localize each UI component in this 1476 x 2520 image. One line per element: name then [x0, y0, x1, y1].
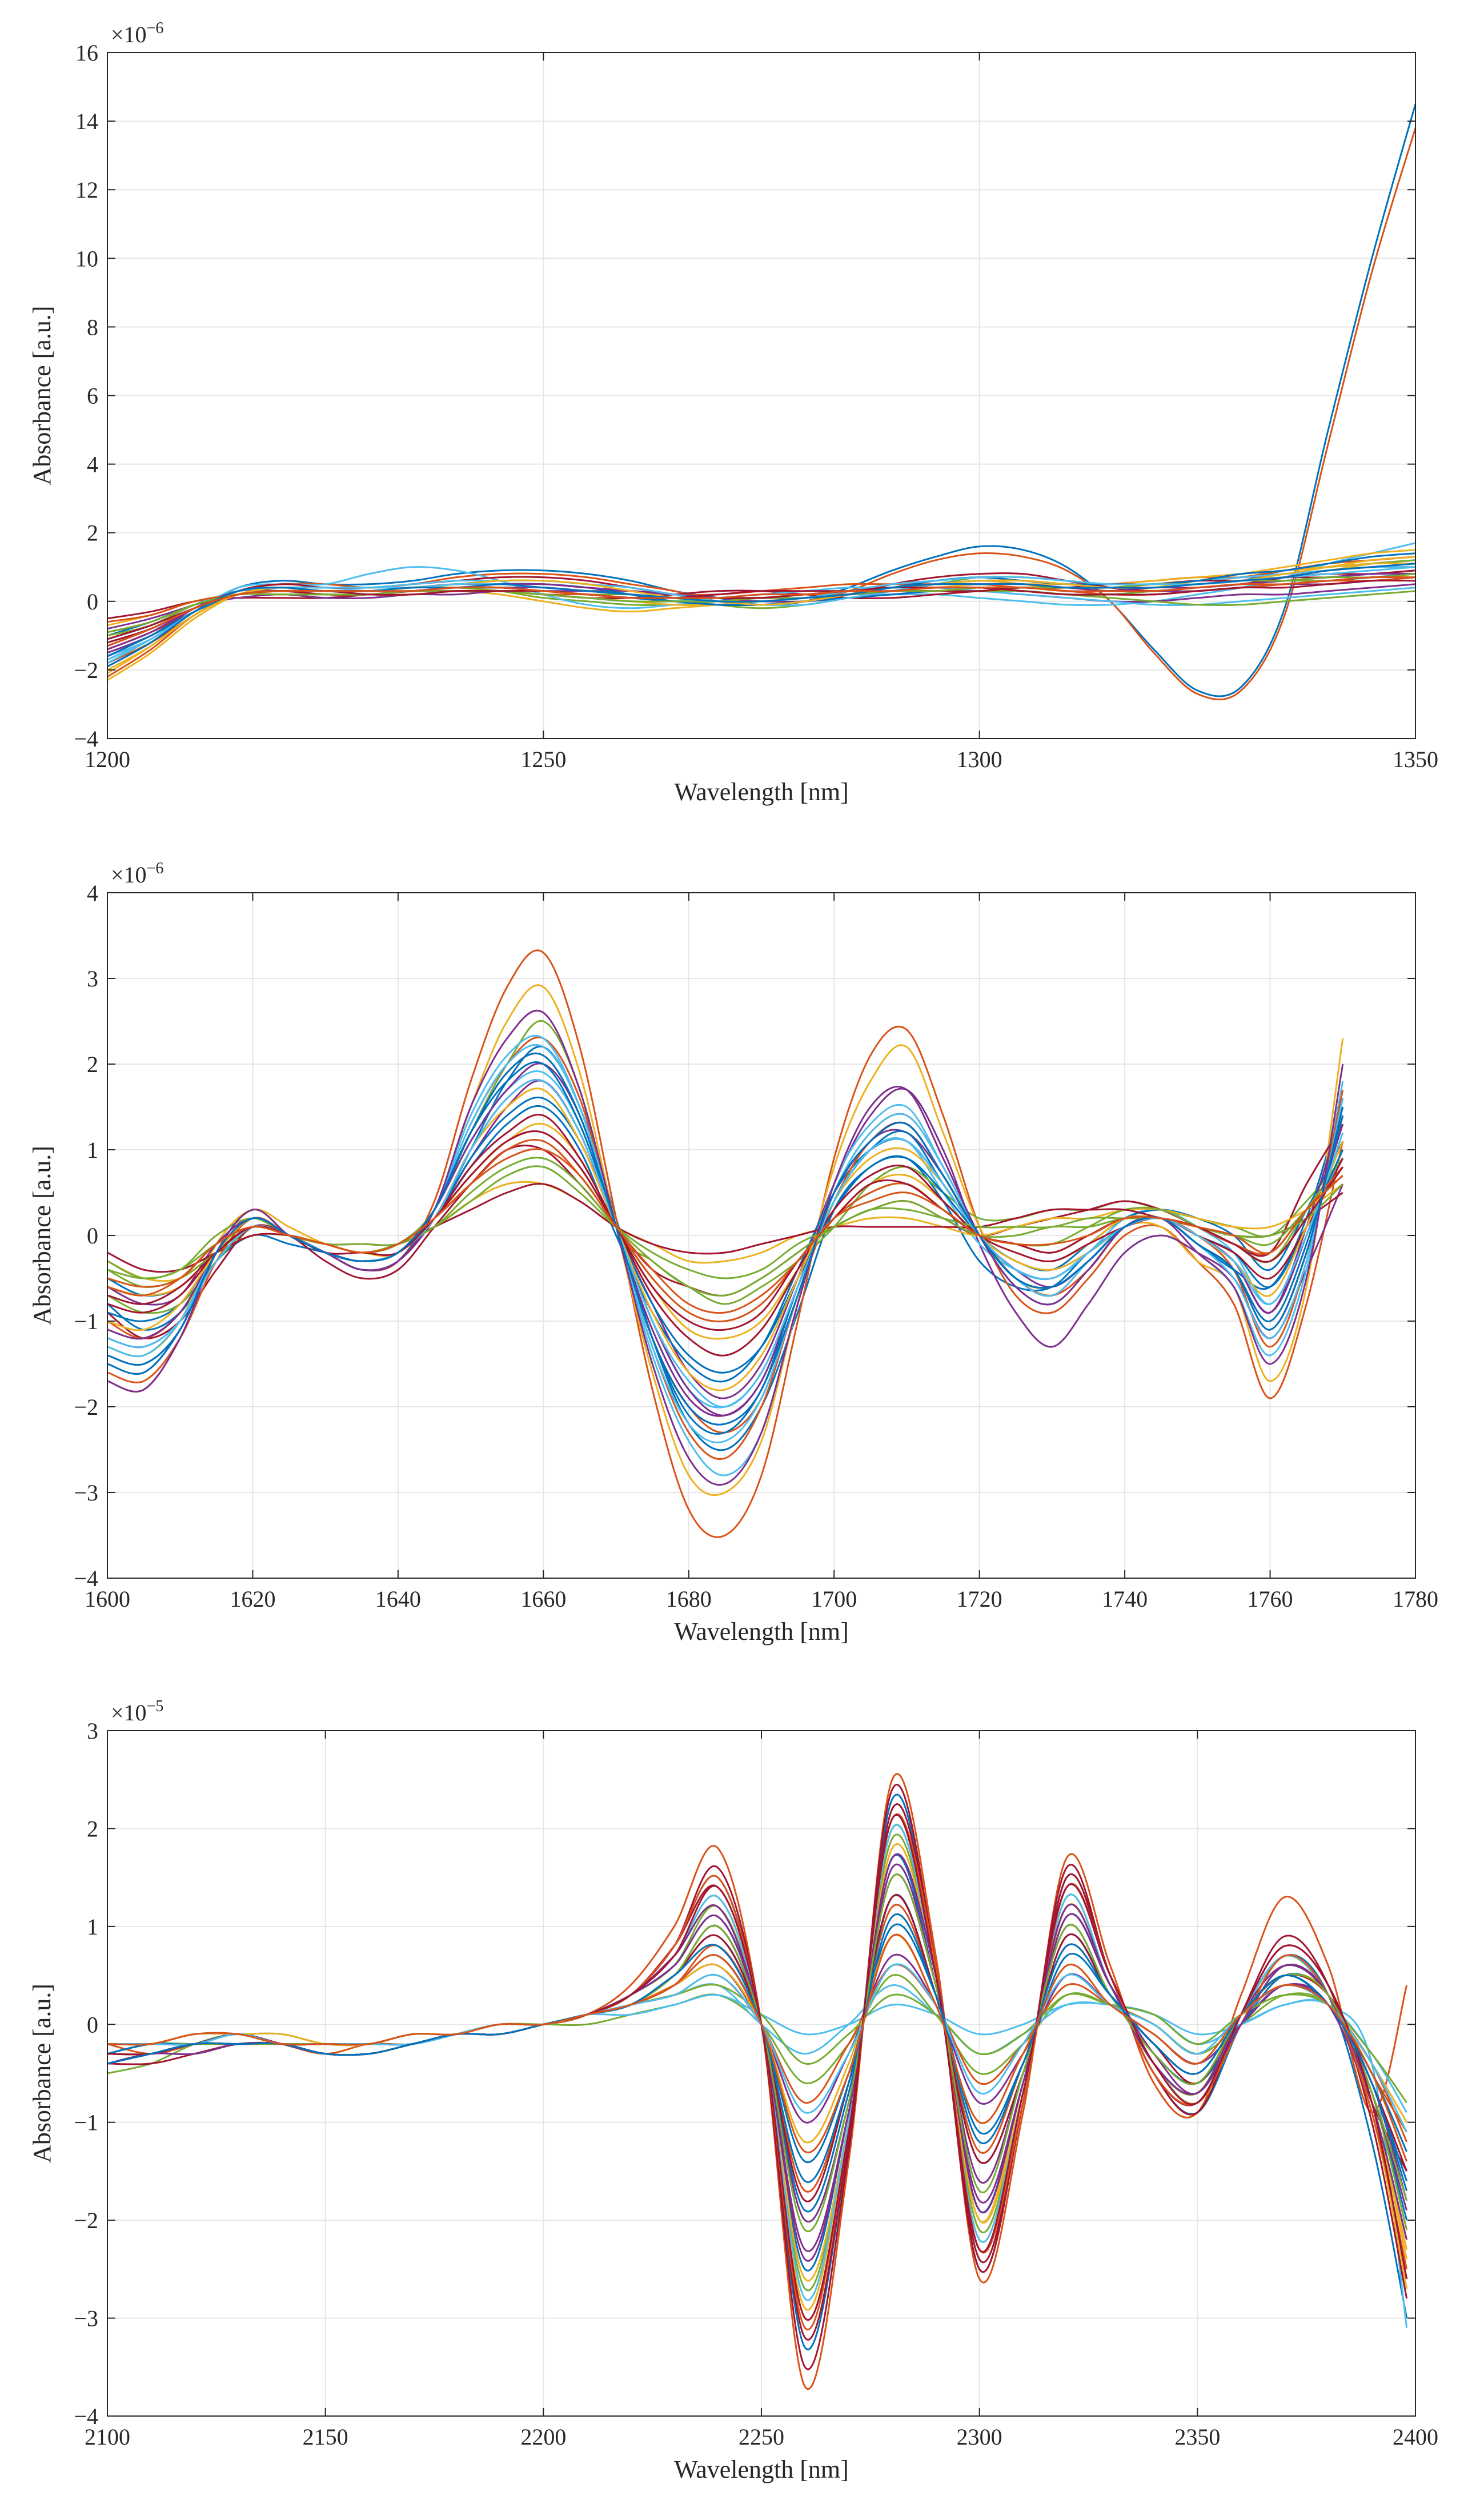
y-tick-label: 4 [87, 452, 98, 477]
y-tick-label: 2 [87, 1052, 98, 1077]
y-tick-label: 16 [75, 40, 98, 66]
x-tick-label: 1740 [1102, 1586, 1148, 1612]
y-tick-label: 0 [87, 589, 98, 615]
x-tick-label: 2100 [85, 2424, 130, 2450]
y-tick-label: 2 [87, 520, 98, 546]
y-tick-label: 8 [87, 314, 98, 340]
series-line-29 [107, 1913, 1408, 2192]
x-axis-label: Wavelength [nm] [674, 778, 849, 806]
y-tick-label: 3 [87, 966, 98, 992]
x-tick-label: 2150 [303, 2424, 348, 2450]
chart-panel-2: 1600 1620 1640 1660 1680 1700 1720 1740 1760 1780… [28, 860, 1438, 1646]
x-tick-label: 2250 [739, 2424, 784, 2450]
x-tick-label: 1200 [85, 747, 130, 772]
x-tick-label: 1660 [520, 1586, 566, 1612]
y-tick-label: 6 [87, 383, 98, 409]
chart-panel-3: 2100 2150 2200 2250 2300 2350 2400 −4 −3 −2 −1 0 1 2 3… [28, 1698, 1438, 2483]
y-tick-label: 10 [75, 246, 98, 271]
y-tick-label: −2 [74, 2208, 98, 2233]
y-exponent-label: ×10−6 [111, 19, 163, 47]
y-tick-label: 3 [87, 1718, 98, 1744]
x-tick-label: 1680 [666, 1586, 712, 1612]
x-tick-label: 1780 [1393, 1586, 1438, 1612]
x-tick-label: 2350 [1174, 2424, 1220, 2450]
y-tick-label: −1 [74, 1309, 98, 1334]
y-tick-label: 12 [75, 177, 98, 203]
series-line-30 [107, 1148, 1343, 1314]
x-tick-label: 1700 [811, 1586, 857, 1612]
y-tick-label: −2 [74, 657, 98, 683]
x-tick-label: 2200 [520, 2424, 566, 2450]
y-tick-label: 1 [87, 1137, 98, 1163]
x-axis-label: Wavelength [nm] [674, 2455, 849, 2483]
y-tick-label: 14 [75, 109, 98, 134]
x-tick-label: 1300 [957, 747, 1002, 772]
x-tick-label: 1620 [230, 1586, 275, 1612]
x-tick-label: 1250 [520, 747, 566, 772]
y-exponent-label: ×10−6 [111, 860, 163, 888]
series-line-30 [107, 576, 1415, 647]
y-tick-label: 0 [87, 2012, 98, 2037]
y-tick-label: −2 [74, 1394, 98, 1420]
y-axis-label: Absorbance [a.u.] [28, 1146, 56, 1325]
y-tick-label: −4 [74, 2403, 98, 2429]
y-tick-label: −1 [74, 2110, 98, 2136]
series-group [107, 103, 1415, 701]
series-line-30 [107, 1933, 1408, 2162]
y-tick-label: 4 [87, 880, 98, 906]
x-tick-label: 1640 [375, 1586, 421, 1612]
y-tick-label: 2 [87, 1816, 98, 1841]
y-axis-label: Absorbance [a.u.] [28, 1984, 56, 2163]
y-tick-label: −4 [74, 1566, 98, 1591]
y-tick-label: −4 [74, 726, 98, 752]
x-tick-label: 1350 [1393, 747, 1438, 772]
x-tick-label: 2400 [1393, 2424, 1438, 2450]
y-tick-label: −3 [74, 2306, 98, 2332]
y-tick-label: 1 [87, 1914, 98, 1940]
x-axis-label: Wavelength [nm] [674, 1618, 849, 1646]
y-tick-label: −3 [74, 1480, 98, 1506]
series-group [107, 949, 1344, 1538]
y-axis-label: Absorbance [a.u.] [28, 306, 56, 485]
chart-panel-1: 1200 1250 1300 1350 −4 −2 0 2 4 6 8 10 12 14 16 ×10−6 Wa… [28, 19, 1438, 806]
series-group [107, 1773, 1408, 2390]
x-tick-label: 1720 [957, 1586, 1002, 1612]
y-exponent-label: ×10−5 [111, 1698, 163, 1726]
x-tick-label: 1760 [1248, 1586, 1293, 1612]
y-tick-label: 0 [87, 1223, 98, 1249]
x-tick-label: 1600 [85, 1586, 130, 1612]
x-tick-label: 2300 [957, 2424, 1002, 2450]
